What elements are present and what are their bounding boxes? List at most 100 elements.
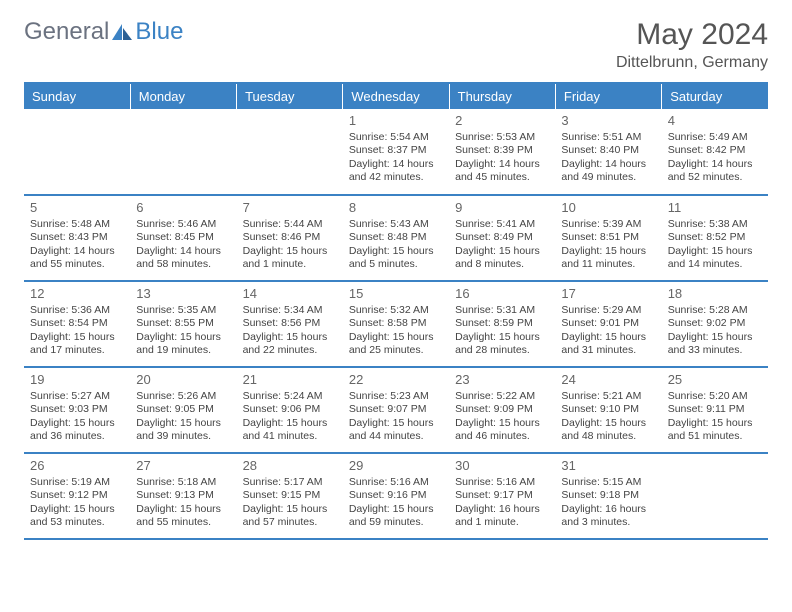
day-number: 24 bbox=[561, 372, 655, 388]
calendar-cell: 29 Sunrise: 5:16 AMSunset: 9:16 PMDayligh… bbox=[343, 453, 449, 539]
day-info: Sunrise: 5:19 AMSunset: 9:12 PMDaylight:… bbox=[30, 476, 124, 529]
day-info: Sunrise: 5:28 AMSunset: 9:02 PMDaylight:… bbox=[668, 304, 762, 357]
day-info: Sunrise: 5:53 AMSunset: 8:39 PMDaylight:… bbox=[455, 131, 549, 184]
calendar-week-row: 12 Sunrise: 5:36 AMSunset: 8:54 PMDayligh… bbox=[24, 281, 768, 367]
day-number: 11 bbox=[668, 200, 762, 216]
calendar-cell: 5 Sunrise: 5:48 AMSunset: 8:43 PMDaylight… bbox=[24, 195, 130, 281]
logo-text-general: General bbox=[24, 18, 109, 46]
day-info: Sunrise: 5:26 AMSunset: 9:05 PMDaylight:… bbox=[136, 390, 230, 443]
day-number: 27 bbox=[136, 458, 230, 474]
day-info: Sunrise: 5:36 AMSunset: 8:54 PMDaylight:… bbox=[30, 304, 124, 357]
day-info: Sunrise: 5:24 AMSunset: 9:06 PMDaylight:… bbox=[243, 390, 337, 443]
calendar-cell bbox=[24, 109, 130, 195]
calendar-cell: 31 Sunrise: 5:15 AMSunset: 9:18 PMDayligh… bbox=[555, 453, 661, 539]
day-number: 2 bbox=[455, 113, 549, 129]
month-title: May 2024 bbox=[616, 18, 768, 52]
dayname-header: Sunday bbox=[24, 83, 130, 109]
dayname-header: Wednesday bbox=[343, 83, 449, 109]
day-number: 23 bbox=[455, 372, 549, 388]
calendar-week-row: 1 Sunrise: 5:54 AMSunset: 8:37 PMDaylight… bbox=[24, 109, 768, 195]
day-number: 25 bbox=[668, 372, 762, 388]
calendar-cell: 3Sunrise: 5:51 AMSunset: 8:40 PMDaylight… bbox=[555, 109, 661, 195]
dayname-header: Friday bbox=[555, 83, 661, 109]
calendar-cell: 22Sunrise: 5:23 AMSunset: 9:07 PMDayligh… bbox=[343, 367, 449, 453]
calendar-cell: 15 Sunrise: 5:32 AMSunset: 8:58 PMDayligh… bbox=[343, 281, 449, 367]
location: Dittelbrunn, Germany bbox=[616, 54, 768, 72]
day-number: 28 bbox=[243, 458, 337, 474]
day-number: 21 bbox=[243, 372, 337, 388]
dayname-header: Thursday bbox=[449, 83, 555, 109]
calendar-head: SundayMondayTuesdayWednesdayThursdayFrid… bbox=[24, 83, 768, 109]
calendar-cell: 9 Sunrise: 5:41 AMSunset: 8:49 PMDaylight… bbox=[449, 195, 555, 281]
day-info: Sunrise: 5:29 AMSunset: 9:01 PMDaylight:… bbox=[561, 304, 655, 357]
calendar-cell: 27 Sunrise: 5:18 AMSunset: 9:13 PMDayligh… bbox=[130, 453, 236, 539]
day-info: Sunrise: 5:31 AMSunset: 8:59 PMDaylight:… bbox=[455, 304, 549, 357]
day-info: Sunrise: 5:44 AMSunset: 8:46 PMDaylight:… bbox=[243, 218, 337, 271]
day-number: 19 bbox=[30, 372, 124, 388]
day-info: Sunrise: 5:21 AMSunset: 9:10 PMDaylight:… bbox=[561, 390, 655, 443]
calendar-cell: 12 Sunrise: 5:36 AMSunset: 8:54 PMDayligh… bbox=[24, 281, 130, 367]
calendar-cell: 28 Sunrise: 5:17 AMSunset: 9:15 PMDayligh… bbox=[237, 453, 343, 539]
calendar-body: 1 Sunrise: 5:54 AMSunset: 8:37 PMDaylight… bbox=[24, 109, 768, 539]
title-block: May 2024 Dittelbrunn, Germany bbox=[616, 18, 768, 72]
day-number: 13 bbox=[136, 286, 230, 302]
day-info: Sunrise: 5:23 AMSunset: 9:07 PMDaylight:… bbox=[349, 390, 443, 443]
day-info: Sunrise: 5:41 AMSunset: 8:49 PMDaylight:… bbox=[455, 218, 549, 271]
calendar-cell: 6 Sunrise: 5:46 AMSunset: 8:45 PMDaylight… bbox=[130, 195, 236, 281]
calendar-cell bbox=[237, 109, 343, 195]
day-info: Sunrise: 5:17 AMSunset: 9:15 PMDaylight:… bbox=[243, 476, 337, 529]
day-number: 17 bbox=[561, 286, 655, 302]
day-number: 15 bbox=[349, 286, 443, 302]
calendar-cell: 7Sunrise: 5:44 AMSunset: 8:46 PMDaylight… bbox=[237, 195, 343, 281]
calendar-cell: 21 Sunrise: 5:24 AMSunset: 9:06 PMDayligh… bbox=[237, 367, 343, 453]
calendar-cell: 14Sunrise: 5:34 AMSunset: 8:56 PMDayligh… bbox=[237, 281, 343, 367]
calendar-cell: 25Sunrise: 5:20 AMSunset: 9:11 PMDayligh… bbox=[662, 367, 768, 453]
day-number: 29 bbox=[349, 458, 443, 474]
calendar-week-row: 26 Sunrise: 5:19 AMSunset: 9:12 PMDayligh… bbox=[24, 453, 768, 539]
calendar-cell: 2 Sunrise: 5:53 AMSunset: 8:39 PMDaylight… bbox=[449, 109, 555, 195]
calendar-cell bbox=[662, 453, 768, 539]
calendar-cell: 24 Sunrise: 5:21 AMSunset: 9:10 PMDayligh… bbox=[555, 367, 661, 453]
day-info: Sunrise: 5:15 AMSunset: 9:18 PMDaylight:… bbox=[561, 476, 655, 529]
day-info: Sunrise: 5:48 AMSunset: 8:43 PMDaylight:… bbox=[30, 218, 124, 271]
day-info: Sunrise: 5:27 AMSunset: 9:03 PMDaylight:… bbox=[30, 390, 124, 443]
day-info: Sunrise: 5:51 AMSunset: 8:40 PMDaylight:… bbox=[561, 131, 655, 184]
day-info: Sunrise: 5:38 AMSunset: 8:52 PMDaylight:… bbox=[668, 218, 762, 271]
day-number: 20 bbox=[136, 372, 230, 388]
day-number: 4 bbox=[668, 113, 762, 129]
dayname-header: Saturday bbox=[662, 83, 768, 109]
day-info: Sunrise: 5:46 AMSunset: 8:45 PMDaylight:… bbox=[136, 218, 230, 271]
day-number: 1 bbox=[349, 113, 443, 129]
calendar-cell: 13 Sunrise: 5:35 AMSunset: 8:55 PMDayligh… bbox=[130, 281, 236, 367]
day-info: Sunrise: 5:35 AMSunset: 8:55 PMDaylight:… bbox=[136, 304, 230, 357]
day-number: 5 bbox=[30, 200, 124, 216]
calendar-cell: 23 Sunrise: 5:22 AMSunset: 9:09 PMDayligh… bbox=[449, 367, 555, 453]
calendar-table: SundayMondayTuesdayWednesdayThursdayFrid… bbox=[24, 82, 768, 540]
day-info: Sunrise: 5:22 AMSunset: 9:09 PMDaylight:… bbox=[455, 390, 549, 443]
day-number: 9 bbox=[455, 200, 549, 216]
calendar-cell: 1 Sunrise: 5:54 AMSunset: 8:37 PMDaylight… bbox=[343, 109, 449, 195]
day-number: 10 bbox=[561, 200, 655, 216]
day-info: Sunrise: 5:49 AMSunset: 8:42 PMDaylight:… bbox=[668, 131, 762, 184]
calendar-cell: 17 Sunrise: 5:29 AMSunset: 9:01 PMDayligh… bbox=[555, 281, 661, 367]
dayname-header: Monday bbox=[130, 83, 236, 109]
calendar-cell: 18Sunrise: 5:28 AMSunset: 9:02 PMDayligh… bbox=[662, 281, 768, 367]
day-info: Sunrise: 5:16 AMSunset: 9:16 PMDaylight:… bbox=[349, 476, 443, 529]
day-info: Sunrise: 5:18 AMSunset: 9:13 PMDaylight:… bbox=[136, 476, 230, 529]
day-info: Sunrise: 5:32 AMSunset: 8:58 PMDaylight:… bbox=[349, 304, 443, 357]
day-number: 26 bbox=[30, 458, 124, 474]
day-number: 12 bbox=[30, 286, 124, 302]
calendar-cell: 30Sunrise: 5:16 AMSunset: 9:17 PMDayligh… bbox=[449, 453, 555, 539]
day-number: 14 bbox=[243, 286, 337, 302]
day-info: Sunrise: 5:54 AMSunset: 8:37 PMDaylight:… bbox=[349, 131, 443, 184]
day-number: 16 bbox=[455, 286, 549, 302]
day-number: 6 bbox=[136, 200, 230, 216]
calendar-week-row: 19 Sunrise: 5:27 AMSunset: 9:03 PMDayligh… bbox=[24, 367, 768, 453]
day-number: 31 bbox=[561, 458, 655, 474]
calendar-cell: 26 Sunrise: 5:19 AMSunset: 9:12 PMDayligh… bbox=[24, 453, 130, 539]
calendar-cell: 19 Sunrise: 5:27 AMSunset: 9:03 PMDayligh… bbox=[24, 367, 130, 453]
calendar-cell: 8Sunrise: 5:43 AMSunset: 8:48 PMDaylight… bbox=[343, 195, 449, 281]
day-number: 8 bbox=[349, 200, 443, 216]
logo-text-blue: Blue bbox=[135, 18, 183, 46]
day-info: Sunrise: 5:39 AMSunset: 8:51 PMDaylight:… bbox=[561, 218, 655, 271]
